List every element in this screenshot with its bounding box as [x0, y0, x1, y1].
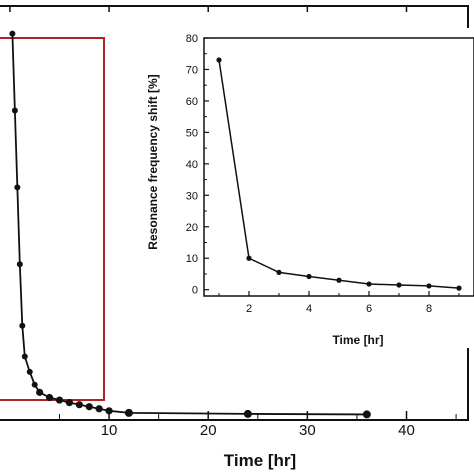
inset-y-tick-label: 20 [186, 222, 198, 234]
main-data-point [75, 401, 83, 409]
main-x-tick-label: 10 [101, 422, 118, 439]
main-data-point [19, 322, 26, 329]
main-data-point [21, 353, 28, 360]
inset-x-tick-label: 6 [366, 303, 372, 315]
main-data-point [95, 405, 103, 413]
main-data-point [55, 396, 64, 404]
main-data-point [14, 184, 21, 191]
main-data-point [243, 409, 252, 418]
main-data-point [124, 408, 133, 417]
inset-x-tick-label: 4 [306, 303, 312, 315]
inset-x-tick-label: 8 [426, 303, 432, 315]
main-data-point [362, 410, 371, 419]
main-x-tick-label: 30 [299, 422, 316, 439]
inset-y-tick-label: 50 [186, 127, 198, 139]
main-data-point [105, 407, 113, 415]
inset-data-point [336, 277, 342, 283]
main-data-point [16, 261, 23, 268]
inset-data-point [216, 57, 222, 63]
highlight-box [0, 37, 105, 401]
main-chart: 10 20 30 40 [9, 6, 457, 439]
inset-x-axis-label: Time [hr] [332, 333, 383, 347]
main-x-axis-label: Time [hr] [224, 451, 296, 470]
inset-y-tick-label: 60 [186, 96, 198, 108]
inset-y-axis-label: Resonance frequency shift [%] [146, 74, 160, 249]
inset-y-tick-label: 10 [186, 253, 198, 265]
main-data-point [26, 368, 33, 375]
main-data-point [65, 399, 74, 407]
main-data-point [85, 403, 93, 411]
main-data-point [9, 30, 16, 37]
inset-y-tick-label: 30 [186, 190, 198, 202]
main-x-tick-label: 40 [398, 422, 415, 439]
inset-data-point [366, 281, 372, 287]
inset-data-point [396, 282, 402, 288]
inset-data-point [306, 273, 312, 280]
inset-data-point [246, 255, 252, 261]
inset-y-tick-label: 0 [192, 285, 198, 297]
inset-y-tick-label: 40 [186, 159, 198, 171]
inset-data-point [276, 269, 282, 276]
inset-y-tick-label: 70 [186, 64, 198, 76]
main-x-tick-label: 20 [200, 422, 217, 439]
main-data-point [11, 107, 18, 114]
inset-data-point [426, 283, 432, 289]
main-data-point [45, 393, 54, 402]
inset-x-tick-label: 2 [246, 303, 252, 315]
main-data-point [31, 381, 38, 388]
main-data-point [36, 388, 44, 396]
inset-chart: 0 10 20 30 40 50 60 70 80 2 4 6 8 [186, 33, 462, 315]
inset-data-point [456, 285, 462, 291]
inset-y-tick-label: 80 [186, 33, 198, 45]
